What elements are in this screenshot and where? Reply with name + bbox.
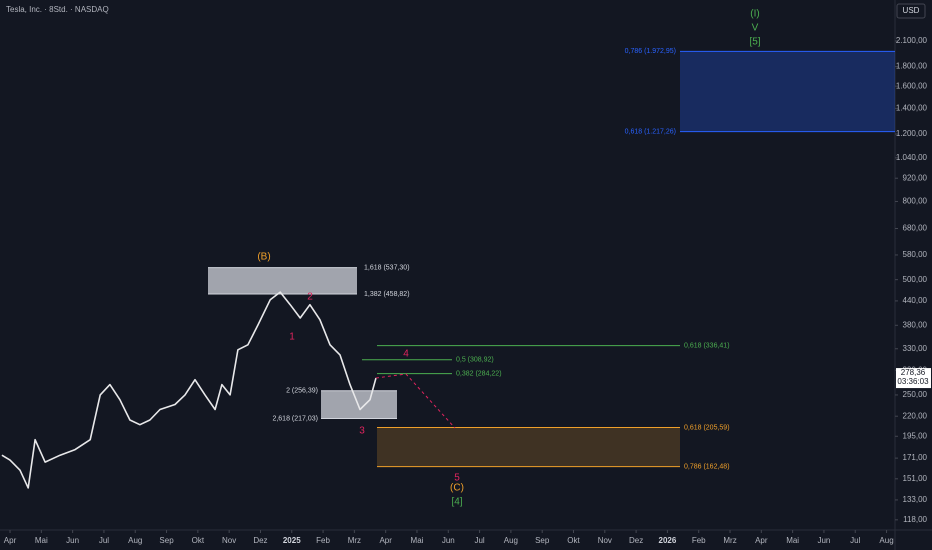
x-tick-label: Sep bbox=[159, 536, 174, 545]
y-tick-label: 1.600,00 bbox=[896, 81, 928, 90]
last-price-label: 278,36 bbox=[901, 368, 926, 377]
x-tick-label: Mrz bbox=[348, 536, 361, 545]
wave-label: [5] bbox=[749, 37, 760, 48]
fib-label: 0,5 (308,92) bbox=[456, 357, 494, 364]
wave-label: V bbox=[752, 23, 759, 34]
wave-label: 5 bbox=[454, 473, 460, 484]
y-tick-label: 195,00 bbox=[903, 431, 928, 440]
fib-zone bbox=[377, 427, 680, 467]
x-tick-label: Sep bbox=[535, 536, 550, 545]
currency-button[interactable] bbox=[896, 3, 926, 19]
x-tick-label: Jul bbox=[850, 536, 860, 545]
y-tick-label: 380,00 bbox=[903, 320, 928, 329]
wave-label: (B) bbox=[257, 252, 270, 263]
x-tick-label: Feb bbox=[316, 536, 330, 545]
x-tick-label: Jul bbox=[99, 536, 109, 545]
x-tick-label: 2025 bbox=[283, 536, 301, 545]
wave-label: 1 bbox=[289, 332, 295, 343]
x-tick-label: Aug bbox=[879, 536, 893, 545]
x-tick-label: Apr bbox=[4, 536, 17, 545]
y-tick-label: 1.800,00 bbox=[896, 62, 928, 71]
y-tick-label: 330,00 bbox=[903, 344, 928, 353]
fib-label: 0,618 (336,41) bbox=[684, 342, 730, 349]
fib-label: 2 (256,39) bbox=[286, 388, 318, 395]
fib-label: 0,786 (162,48) bbox=[684, 463, 730, 470]
wave-label: 2 bbox=[307, 292, 313, 303]
x-tick-label: Mrz bbox=[723, 536, 736, 545]
y-tick-label: 440,00 bbox=[903, 296, 928, 305]
fib-label: 1,382 (458,82) bbox=[364, 291, 410, 298]
countdown-label: 03:36:03 bbox=[897, 377, 929, 386]
x-tick-label: Jun bbox=[66, 536, 79, 545]
y-tick-label: 500,00 bbox=[903, 275, 928, 284]
fib-label: 0,618 (205,59) bbox=[684, 424, 730, 431]
x-tick-label: 2026 bbox=[659, 536, 677, 545]
y-tick-label: 1.200,00 bbox=[896, 129, 928, 138]
y-tick-label: 171,00 bbox=[903, 453, 928, 462]
wave-label: 3 bbox=[359, 426, 365, 437]
x-tick-label: Mai bbox=[786, 536, 799, 545]
y-tick-label: 2.100,00 bbox=[896, 36, 928, 45]
x-tick-label: Dez bbox=[253, 536, 267, 545]
y-tick-label: 220,00 bbox=[903, 411, 928, 420]
wave-label: [4] bbox=[451, 497, 462, 508]
fib-zone bbox=[680, 51, 895, 132]
last-price-tag bbox=[896, 368, 931, 389]
y-tick-label: 250,00 bbox=[903, 390, 928, 399]
wave-label: 4 bbox=[403, 349, 409, 360]
fib-zone bbox=[208, 267, 357, 294]
price-line bbox=[1, 291, 377, 489]
x-tick-label: Jun bbox=[442, 536, 455, 545]
fib-label: 0,382 (284,22) bbox=[456, 370, 502, 377]
x-tick-label: Jun bbox=[817, 536, 830, 545]
y-tick-label: 118,00 bbox=[903, 515, 927, 524]
fib-label: 0,618 (1.217,26) bbox=[625, 128, 676, 135]
fib-label: 0,786 (1.972,95) bbox=[625, 48, 676, 55]
x-tick-label: Mai bbox=[411, 536, 424, 545]
y-tick-label: 1.400,00 bbox=[896, 103, 928, 112]
x-tick-label: Aug bbox=[128, 536, 142, 545]
x-tick-label: Okt bbox=[567, 536, 580, 545]
y-tick-label: 920,00 bbox=[903, 173, 928, 182]
wave-label: (I) bbox=[750, 9, 759, 20]
x-tick-label: Jul bbox=[474, 536, 484, 545]
x-tick-label: Okt bbox=[192, 536, 205, 545]
x-tick-label: Nov bbox=[598, 536, 612, 545]
x-tick-label: Apr bbox=[379, 536, 392, 545]
y-tick-label: 800,00 bbox=[903, 197, 928, 206]
x-tick-label: Mai bbox=[35, 536, 48, 545]
y-tick-label: 1.040,00 bbox=[896, 153, 928, 162]
fib-label: 2,618 (217,03) bbox=[272, 415, 318, 422]
y-tick-label: 580,00 bbox=[903, 250, 928, 259]
fib-zone bbox=[321, 390, 397, 419]
y-tick-label: 680,00 bbox=[903, 224, 928, 233]
chart-title: Tesla, Inc. · 8Std. · NASDAQ bbox=[6, 5, 109, 14]
wave-label: (C) bbox=[450, 483, 464, 494]
x-tick-label: Feb bbox=[692, 536, 706, 545]
x-tick-label: Nov bbox=[222, 536, 236, 545]
y-tick-label: 151,00 bbox=[903, 474, 928, 483]
x-tick-label: Aug bbox=[504, 536, 518, 545]
x-tick-label: Apr bbox=[755, 536, 768, 545]
fib-label: 1,618 (537,30) bbox=[364, 265, 410, 272]
projection bbox=[375, 373, 456, 429]
x-tick-label: Dez bbox=[629, 536, 643, 545]
currency-label: USD bbox=[903, 6, 920, 15]
y-tick-label: 133,00 bbox=[903, 495, 928, 504]
